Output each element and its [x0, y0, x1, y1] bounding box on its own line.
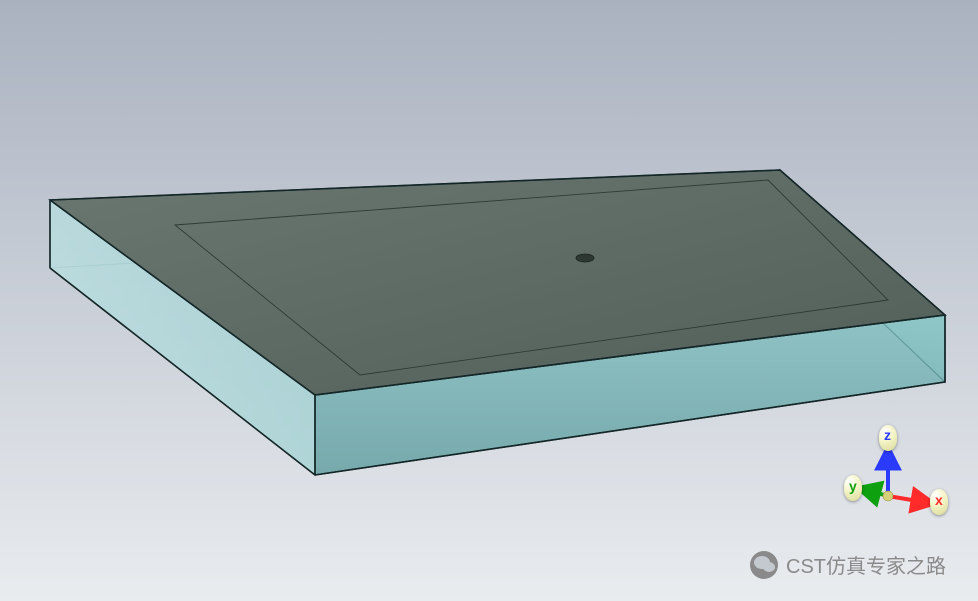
watermark: CST仿真专家之路 [750, 550, 946, 579]
wechat-icon [750, 551, 778, 579]
via-hole [576, 254, 594, 262]
watermark-text: CST仿真专家之路 [786, 550, 946, 579]
axis-label-y: y [849, 478, 857, 494]
scene-svg[interactable] [0, 0, 978, 601]
cad-viewport[interactable]: z y x CST仿真专家之路 [0, 0, 978, 601]
axes-svg [848, 431, 948, 531]
axis-label-x: x [935, 492, 943, 508]
axis-label-z: z [884, 427, 891, 443]
orientation-axes[interactable]: z y x [848, 431, 948, 531]
